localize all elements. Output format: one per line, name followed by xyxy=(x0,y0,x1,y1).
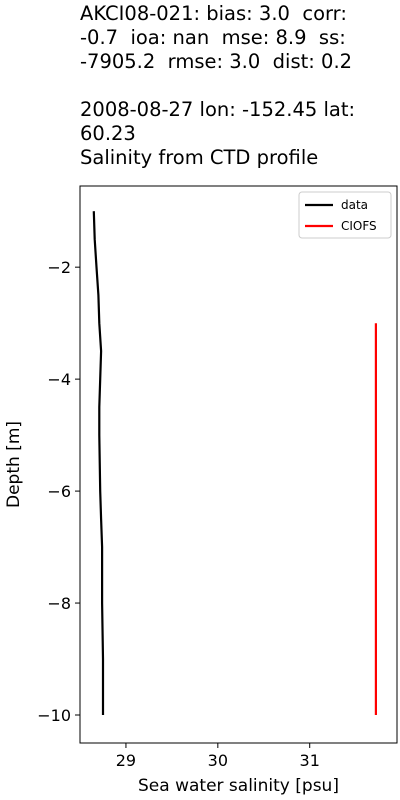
y-tick-label: −2 xyxy=(47,258,71,277)
title-line: -7905.2 rmse: 3.0 dist: 0.2 xyxy=(80,50,353,73)
x-tick-label: 31 xyxy=(300,751,320,770)
y-tick-label: −10 xyxy=(37,706,71,725)
series-line-data xyxy=(92,211,105,715)
legend: data CIOFS xyxy=(298,191,392,239)
x-axis-label: Sea water salinity [psu] xyxy=(138,776,339,796)
x-tick-label: 30 xyxy=(208,751,228,770)
x-tick-label: 29 xyxy=(116,751,136,770)
title-line: 60.23 xyxy=(80,122,136,145)
legend-label: CIOFS xyxy=(341,219,377,233)
title-line: AKCI08-021: bias: 3.0 corr: xyxy=(80,2,347,25)
title-line: Salinity from CTD profile xyxy=(80,146,319,169)
title-line: -0.7 ioa: nan mse: 8.9 ss: xyxy=(80,26,346,49)
tick-group: 29 30 31 −2 −4 −6 −8 −10 xyxy=(37,258,320,770)
chart-title: AKCI08-021: bias: 3.0 corr: -0.7 ioa: nan… xyxy=(80,2,398,170)
legend-label: data xyxy=(341,198,368,212)
y-axis-label: Depth [m] xyxy=(4,421,24,508)
y-tick-label: −6 xyxy=(47,482,71,501)
y-tick-label: −4 xyxy=(47,370,71,389)
plot-area xyxy=(92,211,377,715)
axes-frame xyxy=(79,185,398,744)
y-tick-label: −8 xyxy=(47,594,71,613)
title-line: 2008-08-27 lon: -152.45 lat: xyxy=(80,98,356,121)
